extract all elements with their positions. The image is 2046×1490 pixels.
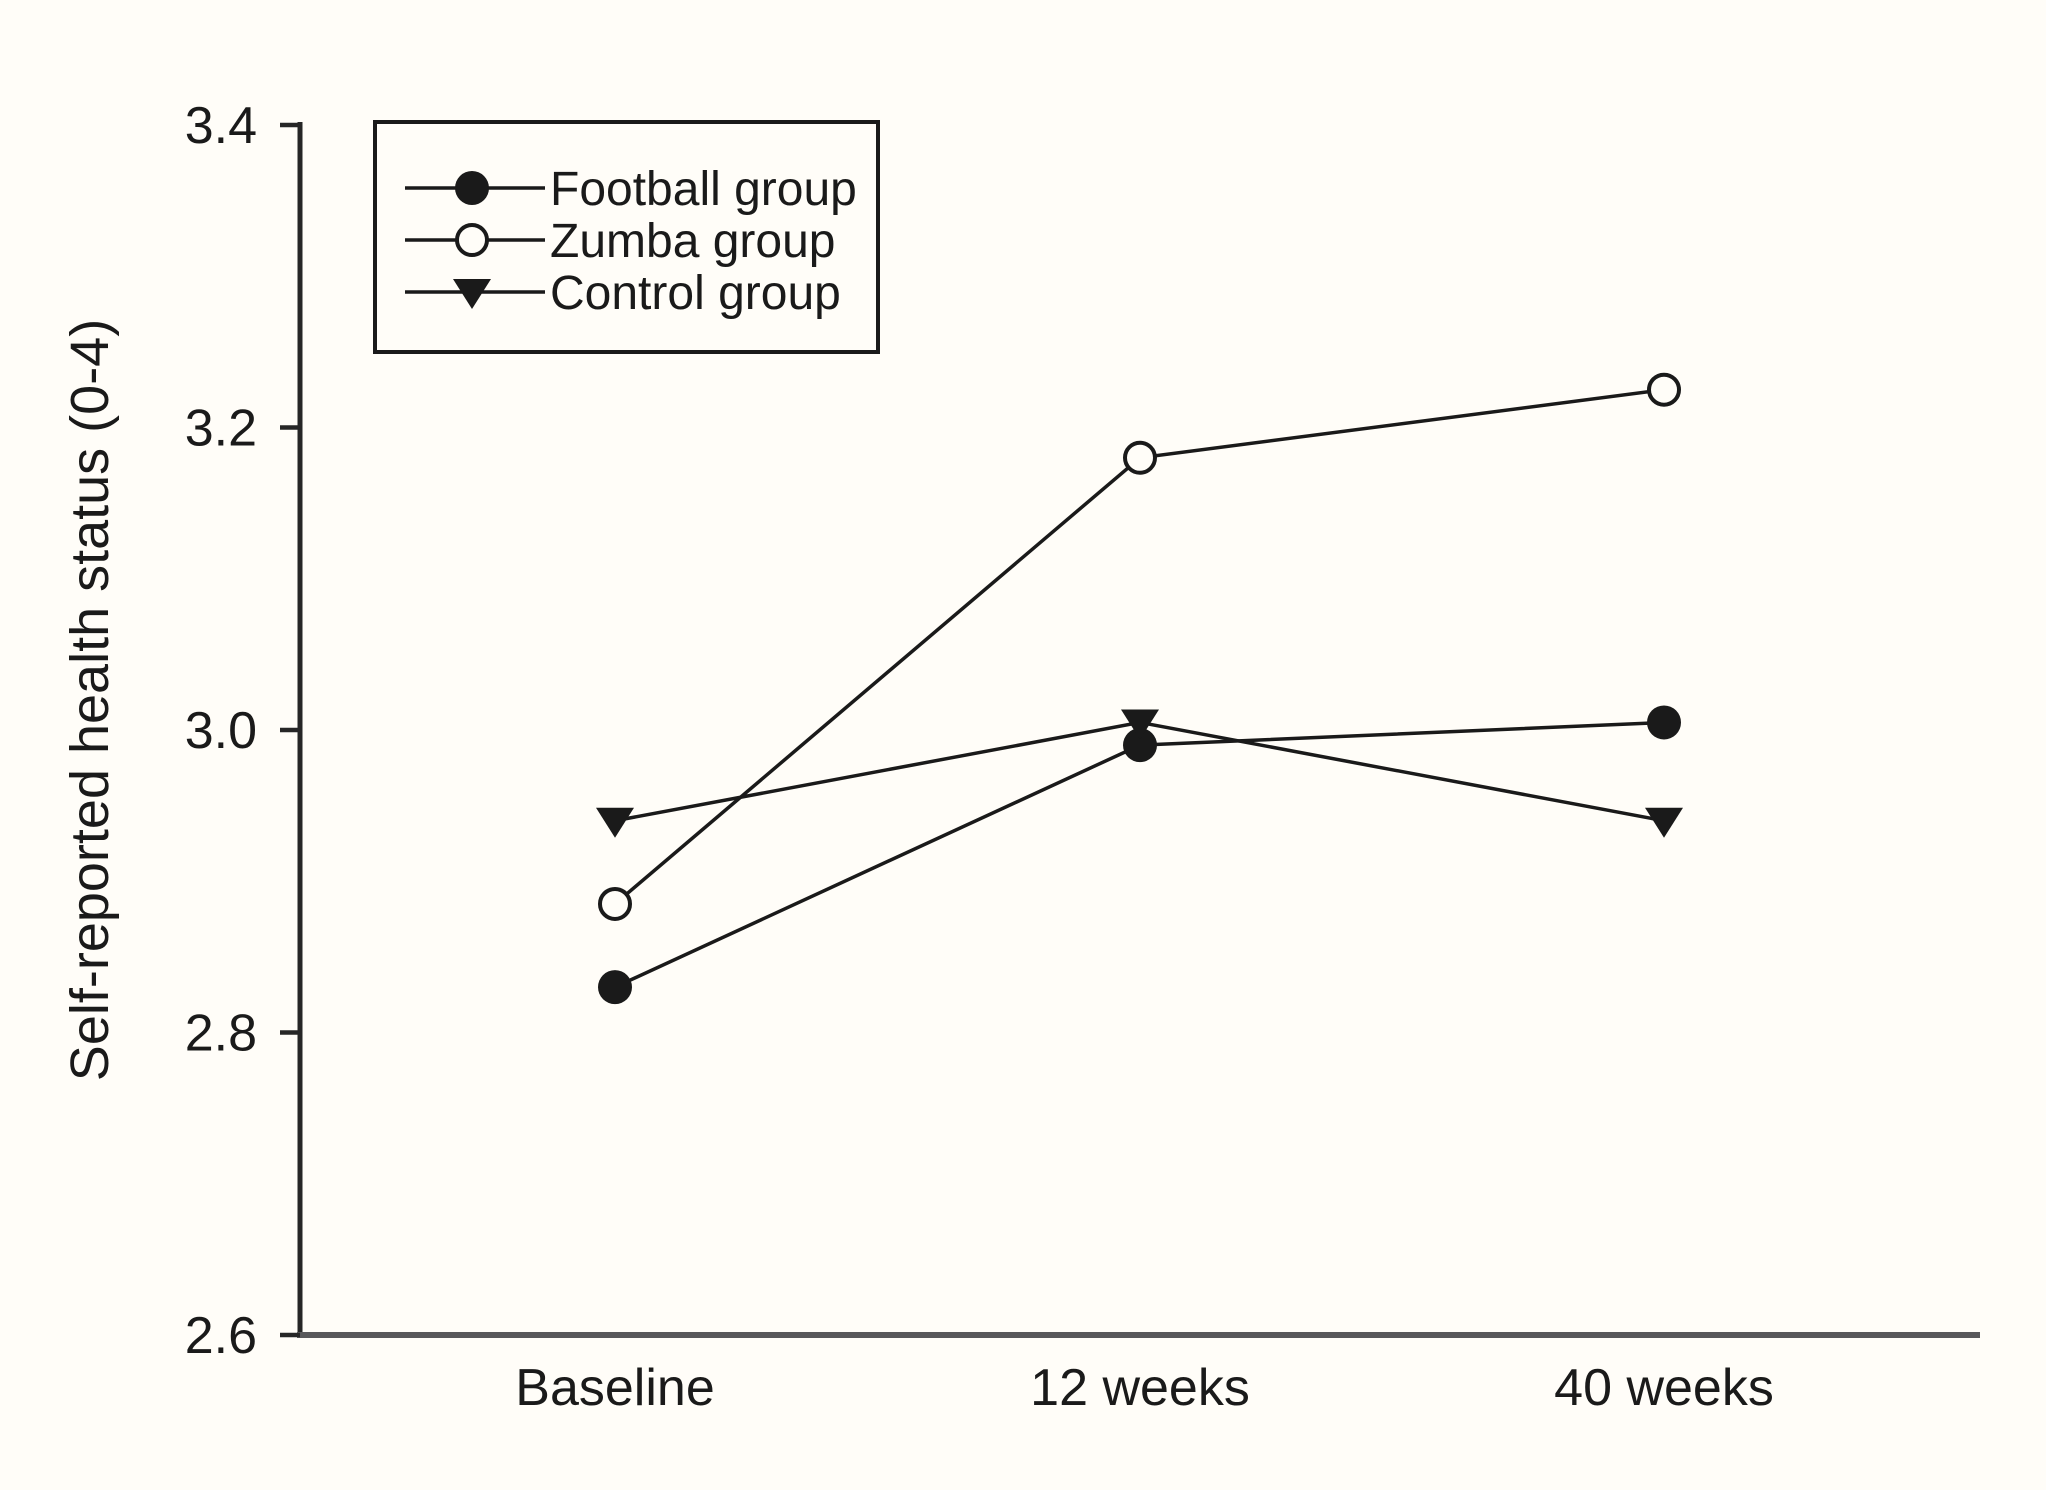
marker-football-group-2 <box>1647 705 1681 740</box>
y-tick-label: 3.2 <box>185 400 257 458</box>
legend-marker-zumba-group <box>455 223 489 257</box>
x-category-label-baseline: Baseline <box>515 1359 714 1417</box>
y-tick-label: 3.4 <box>185 97 257 155</box>
marker-control-group-0 <box>596 807 634 838</box>
legend-label-zumba-group: Zumba group <box>550 215 836 268</box>
y-axis-title: Self-reported health status (0-4) <box>60 319 120 1081</box>
marker-control-group-2 <box>1645 807 1683 838</box>
y-tick-label: 3.0 <box>185 702 257 760</box>
legend-label-control-group: Control group <box>550 267 841 320</box>
marker-zumba-group-0 <box>598 886 632 921</box>
marker-football-group-1 <box>1123 728 1157 763</box>
marker-football-group-0 <box>598 970 632 1005</box>
y-tick-label: 2.8 <box>185 1005 257 1063</box>
x-category-label-40-weeks: 40 weeks <box>1554 1359 1774 1417</box>
x-category-label-12-weeks: 12 weeks <box>1030 1359 1250 1417</box>
y-tick-label: 2.6 <box>185 1307 257 1365</box>
legend-marker-control-group <box>453 279 491 309</box>
legend-marker-football-group <box>455 171 489 205</box>
marker-zumba-group-1 <box>1123 440 1157 475</box>
marker-zumba-group-2 <box>1647 372 1681 407</box>
marker-control-group-1 <box>1121 709 1159 740</box>
legend-label-football-group: Football group <box>550 163 857 216</box>
